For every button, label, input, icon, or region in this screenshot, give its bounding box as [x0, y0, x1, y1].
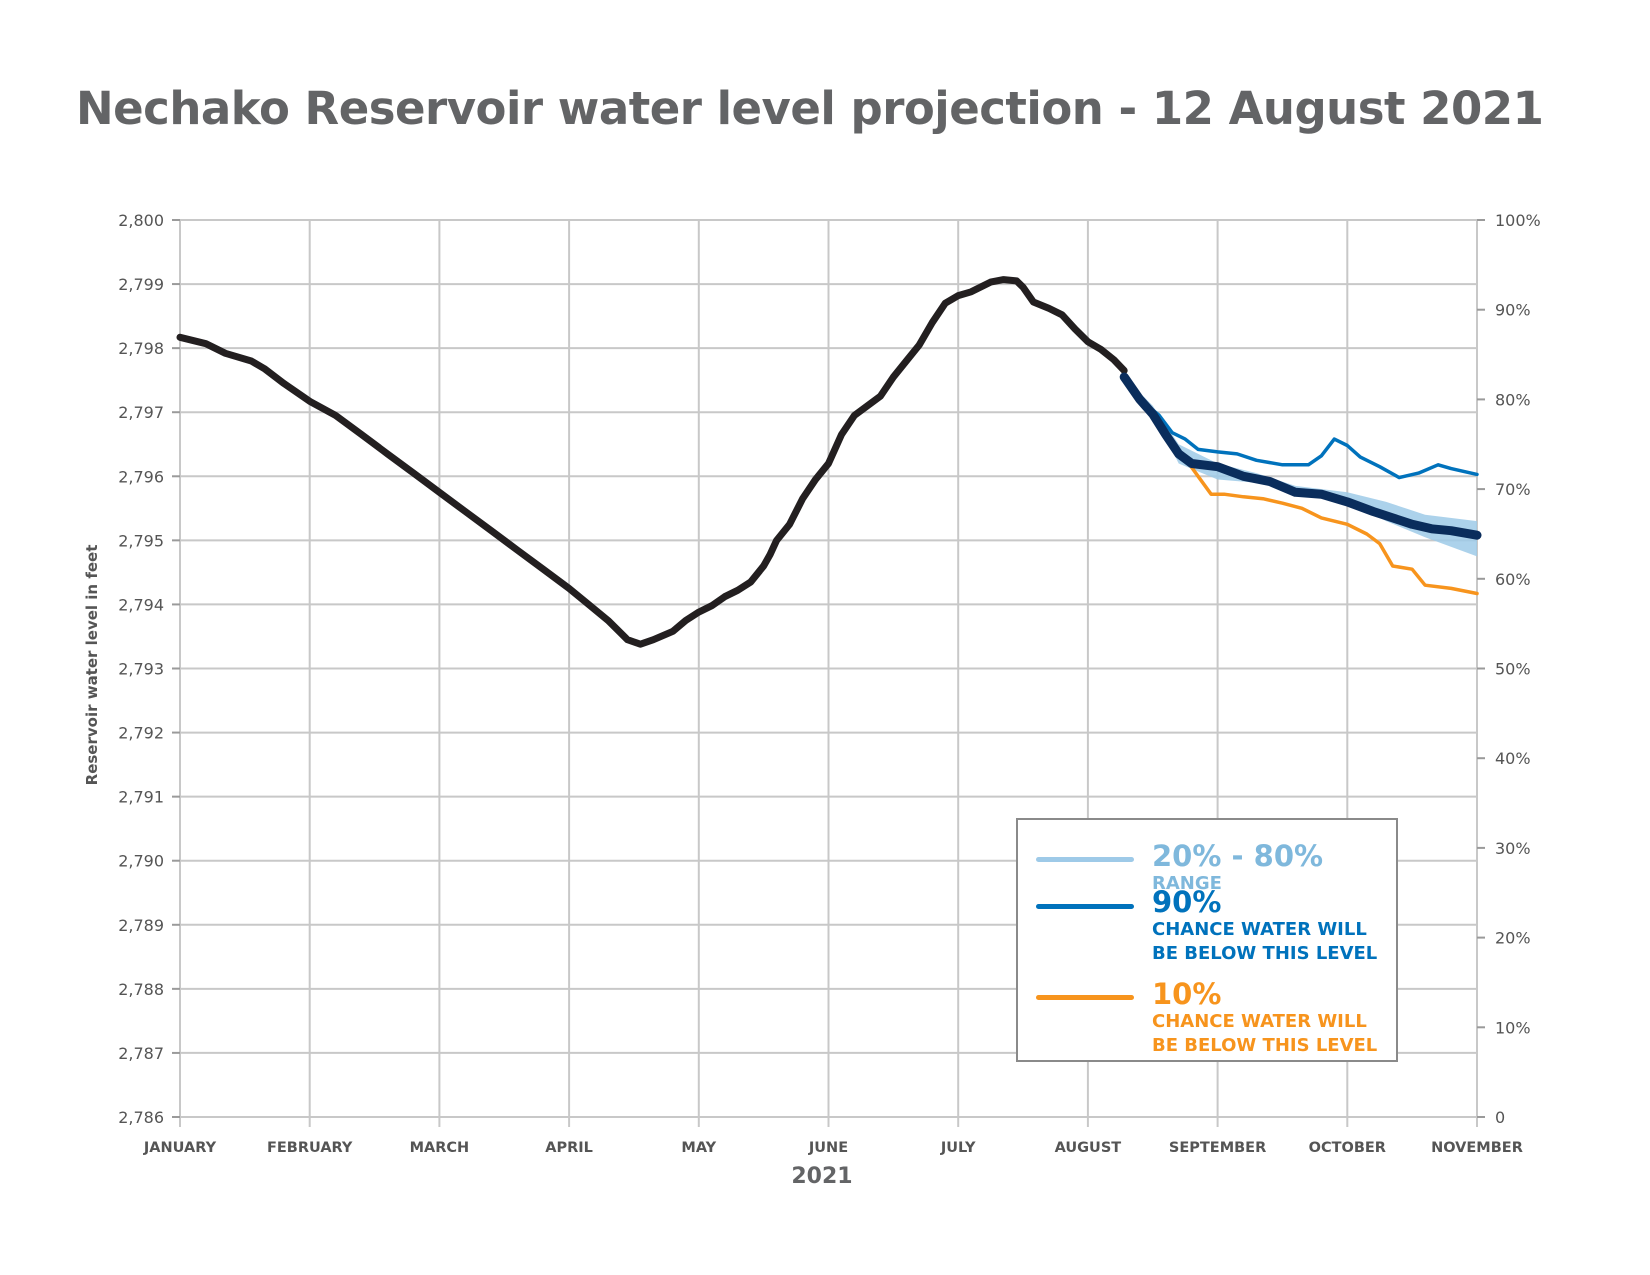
x-tick-label: OCTOBER [1309, 1140, 1386, 1156]
x-axis-title: 2021 [791, 1164, 852, 1189]
y-tick-label: 2,793 [118, 660, 164, 679]
y-tick-label: 2,794 [118, 595, 164, 614]
x-tick-label: MARCH [410, 1140, 470, 1156]
x-tick-label: JUNE [808, 1140, 848, 1156]
x-tick-label: FEBRUARY [267, 1140, 353, 1156]
y2-tick-label: 30% [1495, 839, 1531, 858]
y-tick-label: 2,792 [118, 724, 164, 743]
y2-tick-label: 10% [1495, 1018, 1531, 1037]
y-tick-label: 2,787 [118, 1044, 164, 1063]
legend-p10-big: 10% [1152, 977, 1222, 1011]
y-tick-label: 2,799 [118, 275, 164, 294]
x-tick-label: JULY [940, 1140, 976, 1156]
series-line-p90 [1122, 375, 1479, 480]
y-tick-label: 2,796 [118, 467, 164, 486]
y-tick-label: 2,786 [118, 1108, 164, 1127]
legend-label-range: 20% - 80% RANGE [1152, 840, 1396, 896]
x-tick-label: JANUARY [143, 1140, 217, 1156]
y-tick-label: 2,800 [118, 211, 164, 230]
y-tick-label: 2,788 [118, 980, 164, 999]
legend-p90-big: 90% [1152, 885, 1222, 919]
x-tick-label: MAY [681, 1140, 716, 1156]
y-tick-label: 2,798 [118, 339, 164, 358]
x-tick-label: SEPTEMBER [1169, 1140, 1266, 1156]
y2-tick-label: 70% [1495, 480, 1531, 499]
y-tick-label: 2,790 [118, 852, 164, 871]
legend: 20% - 80% RANGE 90% CHANCE WATER WILL BE… [1016, 818, 1398, 1062]
legend-label-p90: 90% CHANCE WATER WILL BE BELOW THIS LEVE… [1152, 886, 1377, 966]
x-tick-label: AUGUST [1055, 1140, 1122, 1156]
chart-title: Nechako Reservoir water level projection… [76, 82, 1544, 135]
y-axis-title: Reservoir water level in feet [83, 545, 101, 786]
x-tick-label: APRIL [545, 1140, 593, 1156]
legend-swatch-range [1036, 857, 1134, 862]
legend-swatch-p10 [1036, 995, 1134, 1000]
legend-range-big: 20% - 80% [1152, 839, 1324, 873]
series-line-p10 [1183, 456, 1479, 596]
x-axis: JANUARY FEBRUARY MARCH APRIL MAY JUNE JULY AUGU… [143, 1140, 1523, 1156]
series-line-median [1119, 372, 1482, 540]
y2-tick-label: 40% [1495, 749, 1531, 768]
y-tick-label: 2,795 [118, 531, 164, 550]
legend-range-small: RANGE [1152, 873, 1222, 894]
y2-tick-label: 60% [1495, 570, 1531, 589]
legend-p90-line1: CHANCE WATER WILL [1152, 919, 1367, 940]
y-tick-label: 2,789 [118, 916, 164, 935]
legend-p90-line2: BE BELOW THIS LEVEL [1152, 943, 1378, 964]
right-y-axis: 0 10% 20% 30% 40% 50% 60% 70% 80% 90% 100% [1477, 211, 1541, 1127]
y2-tick-label: 100% [1495, 211, 1541, 230]
series-range-band [1124, 377, 1477, 557]
y-tick-label: 2,797 [118, 403, 164, 422]
legend-swatch-p90 [1036, 904, 1134, 909]
y2-tick-label: 50% [1495, 660, 1531, 679]
x-tick-label: NOVEMBER [1431, 1140, 1523, 1156]
series-layer [176, 276, 1482, 648]
y2-tick-label: 90% [1495, 301, 1531, 320]
left-y-axis: 2,786 2,787 2,788 2,789 2,790 2,791 2,792 2,793… [118, 211, 180, 1127]
y2-tick-label: 80% [1495, 390, 1531, 409]
legend-p10-line1: CHANCE WATER WILL [1152, 1011, 1367, 1032]
series-line-historical [176, 276, 1128, 648]
legend-label-p10: 10% CHANCE WATER WILL BE BELOW THIS LEVE… [1152, 978, 1377, 1058]
y-tick-label: 2,791 [118, 788, 164, 807]
legend-p10-line2: BE BELOW THIS LEVEL [1152, 1035, 1378, 1056]
y2-tick-label: 20% [1495, 929, 1531, 948]
y2-tick-label: 0 [1495, 1108, 1505, 1127]
